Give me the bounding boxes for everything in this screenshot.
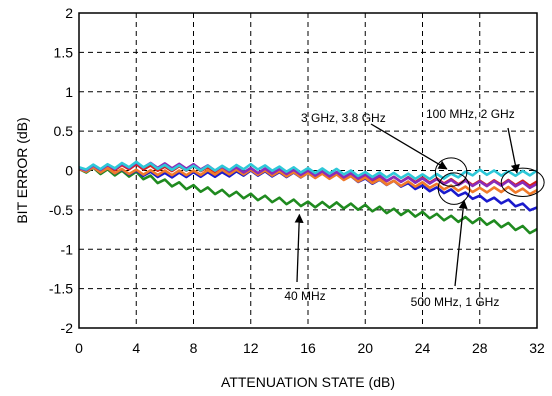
series-line-orange (78, 166, 538, 196)
y-axis-title: BIT ERROR (dB) (14, 117, 30, 223)
annotation-ellipse (437, 172, 471, 205)
x-tick-label: 24 (415, 340, 431, 356)
x-tick-label: 12 (243, 340, 259, 356)
annotation-label: 100 MHz, 2 GHz (426, 107, 515, 121)
y-tick-label: -1 (61, 241, 74, 257)
x-tick-label: 28 (472, 340, 488, 356)
annotation-label: 500 MHz, 1 GHz (411, 295, 500, 309)
annotation-ellipse (434, 157, 468, 187)
y-tick-label: -0.5 (49, 202, 73, 218)
y-tick-label: 1.5 (54, 44, 74, 60)
annotation-ellipse (500, 167, 545, 197)
x-tick-label: 4 (132, 340, 140, 356)
annotation-label: 40 MHz (284, 289, 325, 303)
y-tick-label: -2 (61, 320, 74, 336)
y-tick-label: 0 (65, 163, 73, 179)
x-tick-label: 0 (75, 340, 83, 356)
y-tick-label: 1 (65, 84, 73, 100)
x-tick-label: 20 (357, 340, 373, 356)
annotation-arrow (370, 123, 448, 170)
x-tick-label: 32 (529, 340, 545, 356)
x-tick-label: 16 (300, 340, 316, 356)
series-line-cyan (78, 160, 538, 181)
y-tick-label: 0.5 (54, 123, 74, 139)
annotation-arrow (507, 127, 520, 174)
series-line-green (78, 166, 538, 235)
annotation-arrow (454, 199, 468, 287)
annotation-arrow (294, 213, 304, 283)
plot-frame (78, 12, 538, 329)
x-tick-label: 8 (190, 340, 198, 356)
annotation-label: 3 GHz, 3.8 GHz (301, 111, 386, 125)
y-tick-label: -1.5 (49, 281, 73, 297)
x-axis-title: ATTENUATION STATE (dB) (221, 374, 395, 390)
y-tick-label: 2 (65, 5, 73, 21)
